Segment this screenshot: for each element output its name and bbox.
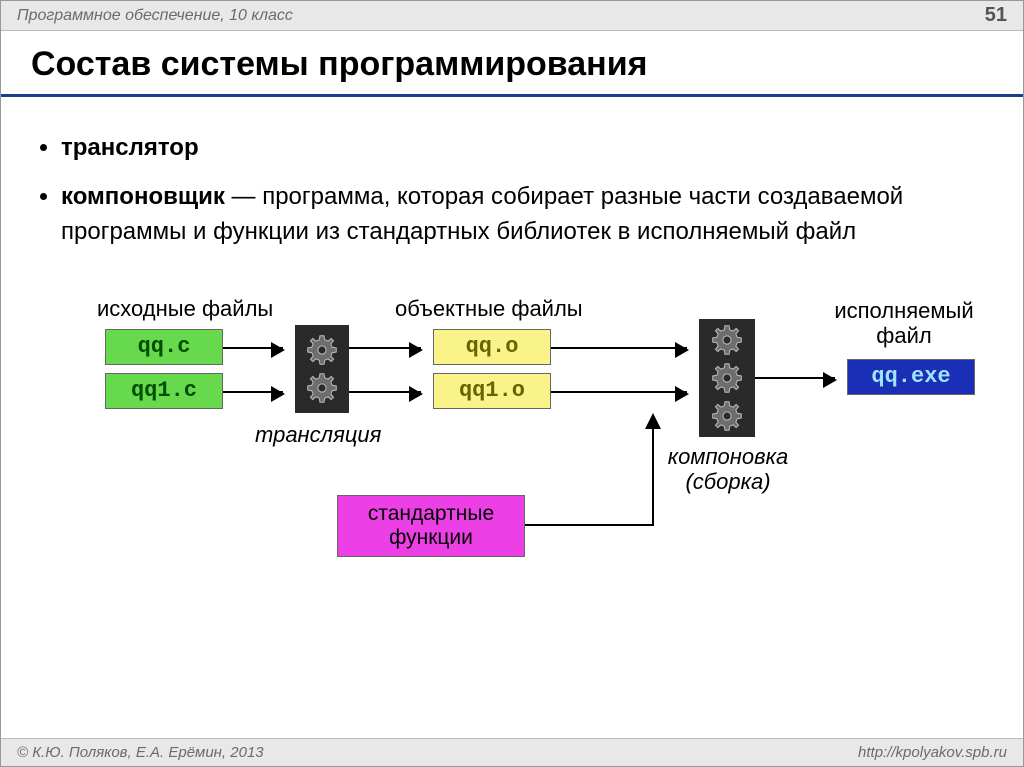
- header-left: Программное обеспечение, 10 класс: [17, 7, 293, 25]
- source-file-2: qq1.c: [105, 373, 223, 409]
- page-title: Состав системы программирования: [1, 31, 1023, 97]
- exe-file: qq.exe: [847, 359, 975, 395]
- content: транслятор компоновщик — программа, кото…: [1, 97, 1023, 607]
- arrow: [349, 347, 421, 349]
- gear-icon: [305, 333, 339, 367]
- arrow: [755, 377, 835, 379]
- compilation-diagram: исходные файлы объектные файлы исполняем…: [37, 277, 997, 607]
- label-source-files: исходные файлы: [97, 293, 273, 325]
- arrow: [551, 391, 687, 393]
- footer-bar: © К.Ю. Поляков, Е.А. Ерёмин, 2013 http:/…: [1, 738, 1023, 766]
- source-file-1: qq.c: [105, 329, 223, 365]
- arrow-std-to-linker: [523, 407, 703, 537]
- linker-gearbox: [699, 319, 755, 437]
- arrow: [349, 391, 421, 393]
- bullet-linker: компоновщик — программа, которая собирае…: [61, 180, 987, 250]
- footer-right: http://kpolyakov.spb.ru: [858, 744, 1007, 761]
- translator-gearbox: [295, 325, 349, 413]
- std-functions-box: стандартные функции: [337, 495, 525, 557]
- gear-icon: [305, 371, 339, 405]
- bullet-translator: транслятор: [61, 131, 987, 166]
- arrow: [223, 347, 283, 349]
- arrow: [223, 391, 283, 393]
- object-file-2: qq1.o: [433, 373, 551, 409]
- footer-left: © К.Ю. Поляков, Е.А. Ерёмин, 2013: [17, 744, 264, 761]
- gear-icon: [710, 361, 744, 395]
- object-file-1: qq.o: [433, 329, 551, 365]
- gear-icon: [710, 323, 744, 357]
- arrow: [551, 347, 687, 349]
- page-number: 51: [985, 4, 1007, 27]
- label-object-files: объектные файлы: [395, 293, 583, 325]
- label-exe-file: исполняемый файл: [819, 299, 989, 347]
- label-translation: трансляция: [255, 419, 381, 451]
- header-bar: Программное обеспечение, 10 класс 51: [1, 1, 1023, 31]
- bullet-list: транслятор компоновщик — программа, кото…: [37, 131, 987, 249]
- gear-icon: [710, 399, 744, 433]
